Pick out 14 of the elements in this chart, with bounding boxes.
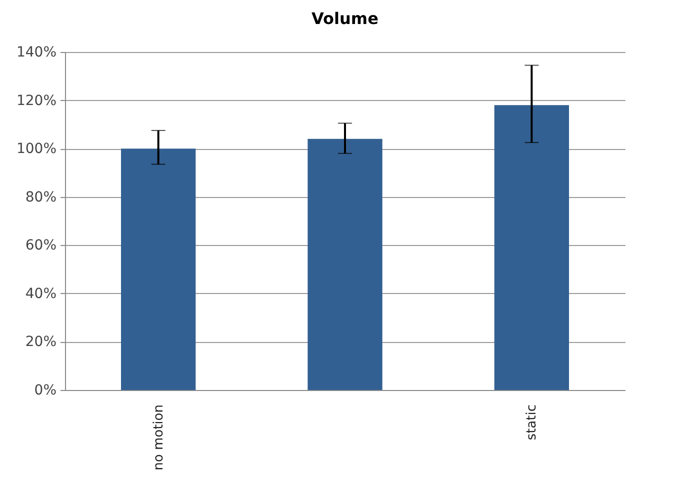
y-tick-label: 20% [25,334,56,350]
x-tick-label: static [524,404,540,440]
bar [308,138,382,390]
y-tick-label: 0% [34,382,56,398]
chart-title: Volume [312,9,379,28]
y-tick-label: 120% [16,92,56,109]
bar [121,148,196,390]
y-tick-label: 100% [16,141,56,158]
bar [494,105,569,390]
y-tick-label: 140% [16,44,56,60]
x-tick-label: no motion [151,404,166,470]
y-tick-label: 80% [25,189,56,206]
y-tick-label: 40% [25,286,56,302]
y-tick-label: 60% [25,238,56,254]
